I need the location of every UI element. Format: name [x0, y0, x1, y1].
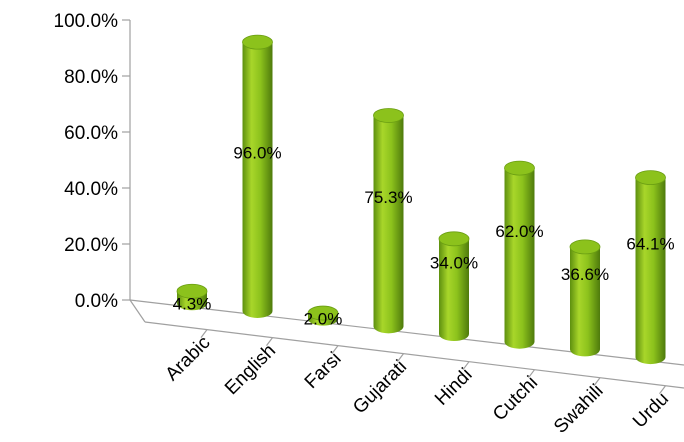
bar-urdu — [635, 170, 666, 365]
category-label: Urdu — [629, 388, 673, 432]
bar-body — [439, 238, 469, 342]
y-tick-label: 40.0% — [64, 179, 118, 200]
bar-top — [307, 305, 339, 321]
floor-left-edge — [129, 299, 146, 323]
data-label: 36.6% — [561, 265, 609, 284]
bar-top — [373, 108, 404, 123]
bar-cutchi — [504, 160, 535, 349]
bar-body — [242, 42, 273, 318]
bar-top — [504, 160, 535, 176]
floor-back-edge — [129, 299, 684, 366]
data-label: 75.3% — [364, 188, 412, 207]
bar-top — [242, 34, 273, 50]
y-tick-label: 80.0% — [64, 67, 118, 88]
bar-farsi — [307, 305, 339, 326]
x-tick — [462, 361, 470, 371]
data-label: 62.0% — [495, 222, 543, 241]
bar-english — [242, 34, 273, 318]
x-tick — [528, 369, 535, 379]
y-tick-label: 60.0% — [64, 123, 118, 144]
bar-body — [373, 115, 404, 334]
data-label: 34.0% — [430, 253, 478, 272]
data-label: 2.0% — [304, 310, 343, 329]
bar-top — [176, 283, 208, 299]
x-tick — [266, 337, 273, 346]
x-tick — [397, 353, 404, 363]
bar-body — [570, 246, 600, 357]
bar-gujarati — [373, 108, 404, 334]
x-axis-line — [144, 321, 684, 389]
bars — [176, 34, 666, 365]
category-label: Swahili — [550, 380, 607, 437]
bar-swahili — [569, 239, 601, 357]
category-label: Farsi — [301, 348, 346, 393]
x-tick — [331, 345, 339, 354]
y-tick-label: 100.0% — [54, 11, 119, 32]
labels: 0.0% 20.0% 40.0% 60.0% 80.0% 100.0% 4.3% Arabic… — [54, 11, 675, 438]
x-tick — [659, 385, 666, 395]
bar-hindi — [438, 231, 470, 342]
data-label: 96.0% — [233, 144, 281, 163]
data-label: 4.3% — [173, 294, 212, 313]
x-tick — [200, 329, 208, 338]
bar-body — [504, 168, 535, 349]
bar-top — [438, 231, 470, 247]
bar-top — [569, 239, 601, 255]
category-label: Hindi — [431, 364, 476, 409]
category-label: Arabic — [162, 332, 215, 385]
y-tick-label: 0.0% — [75, 291, 118, 312]
bar-body — [635, 177, 666, 365]
category-label: Cutchi — [489, 372, 542, 425]
x-tick — [593, 377, 601, 387]
category-label: Gujarati — [349, 356, 411, 418]
y-tick-label: 20.0% — [64, 235, 118, 256]
bar-arabic — [176, 283, 208, 311]
bar-top — [635, 170, 666, 185]
data-label: 64.1% — [626, 234, 674, 253]
category-label: English — [221, 340, 280, 399]
